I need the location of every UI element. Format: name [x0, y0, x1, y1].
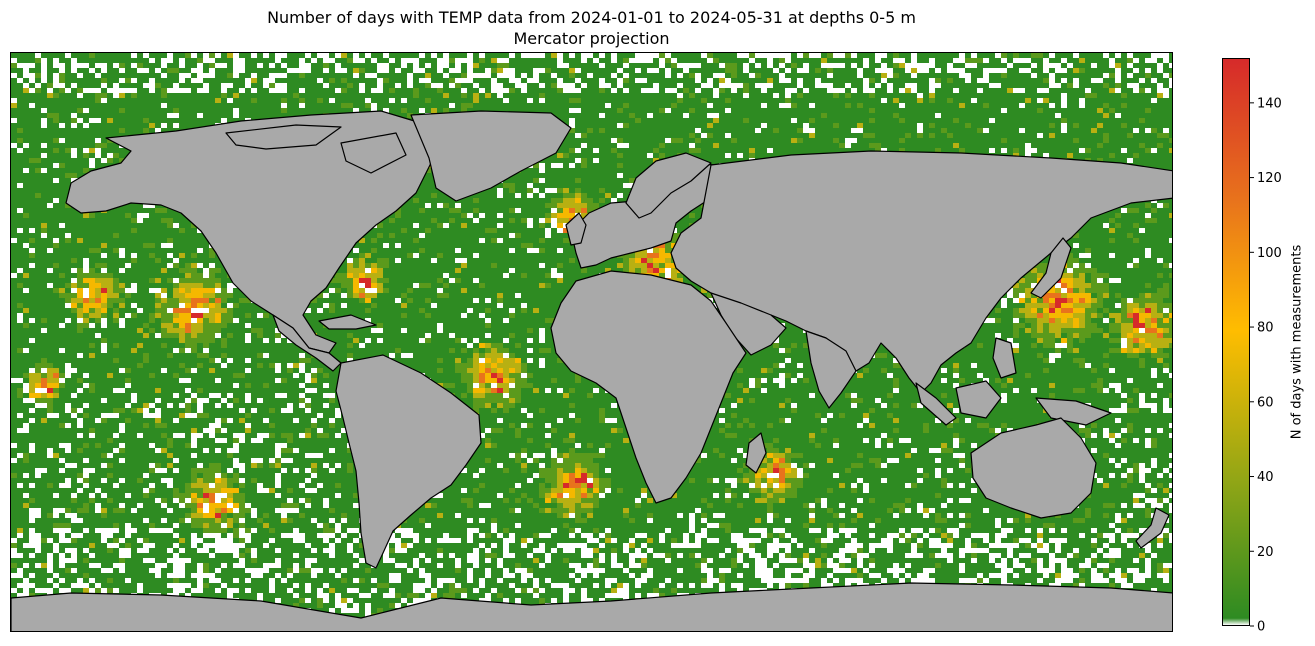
philippines-islands [992, 337, 1017, 379]
borneo-island [955, 380, 1002, 419]
data-density-map [11, 53, 1172, 631]
africa-landmass [550, 270, 747, 504]
map-title: Number of days with TEMP data from 2024-… [267, 8, 916, 27]
colorbar-label: N of days with measurements [1289, 244, 1305, 440]
colorbar-tick-label: 80 [1257, 321, 1274, 336]
scandinavia-landmass [625, 152, 712, 219]
madagascar-island [745, 432, 767, 474]
colorbar [1222, 58, 1250, 626]
colorbar-tick-label: 60 [1257, 395, 1274, 410]
arctic-islands [225, 124, 342, 150]
colorbar-tick-label: 140 [1257, 96, 1282, 111]
world-map [10, 52, 1173, 632]
colorbar-tick-label: 20 [1257, 545, 1274, 560]
greenland-landmass [410, 110, 572, 202]
colorbar-tick-label: 40 [1257, 470, 1274, 485]
baffin-island [340, 132, 407, 174]
india-landmass [805, 330, 857, 409]
land-masses [11, 110, 1172, 631]
cuba-island [318, 314, 377, 330]
colorbar-tick-label: 100 [1257, 246, 1282, 261]
australia-landmass [970, 417, 1097, 519]
great-britain-island [565, 212, 587, 246]
central-america-landmass [272, 314, 342, 372]
new-guinea-island [1035, 397, 1112, 426]
antarctica-landmass [11, 582, 1172, 631]
south-america-landmass [335, 354, 482, 569]
map-subtitle: Mercator projection [513, 29, 670, 48]
colorbar-tick-label: 120 [1257, 171, 1282, 186]
sumatra-island [915, 382, 957, 426]
colorbar-ticks: 0 20 40 60 80 100 120 140 [1250, 96, 1282, 635]
new-zealand-islands [1135, 507, 1170, 549]
colorbar-tick-label: 0 [1257, 620, 1265, 635]
japan-islands [1030, 237, 1072, 299]
